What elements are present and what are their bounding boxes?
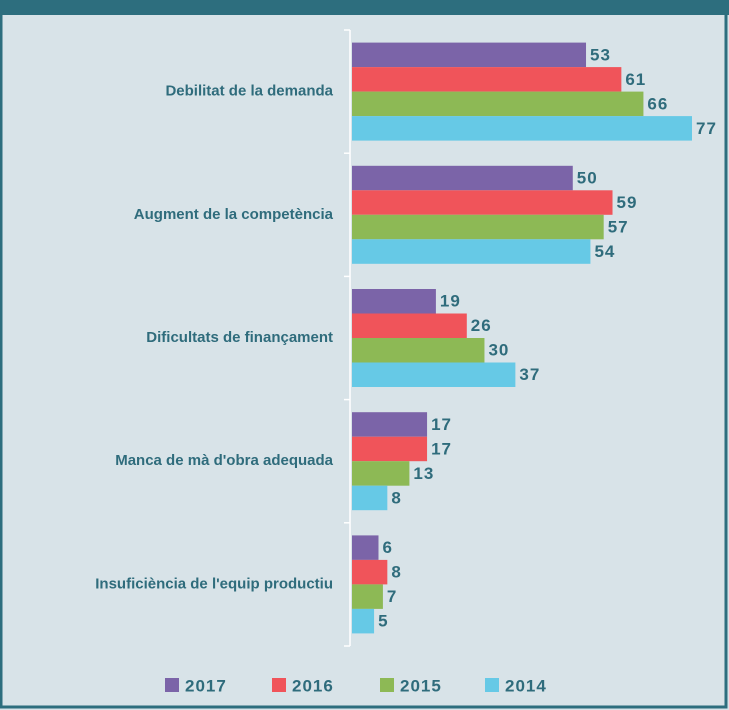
value-label: 61: [625, 70, 646, 89]
value-label: 8: [391, 488, 401, 507]
bar: [352, 535, 379, 560]
category-label: Insuficiència de l'equip productiu: [95, 575, 333, 592]
header-band: [0, 0, 729, 15]
bar: [352, 116, 692, 141]
legend-label: 2014: [505, 676, 547, 695]
bar: [352, 436, 428, 462]
bar: [352, 461, 410, 486]
bar: [352, 165, 573, 191]
bar: [352, 239, 591, 264]
bar: [352, 338, 485, 363]
value-label: 30: [488, 341, 509, 360]
bar: [352, 412, 428, 437]
value-label: 26: [471, 316, 492, 335]
category-label: Manca de mà d'obra adequada: [115, 452, 333, 469]
bar: [352, 362, 516, 387]
value-label: 13: [413, 464, 434, 483]
value-label: 57: [608, 218, 629, 237]
bar: [352, 289, 436, 314]
bar: [352, 214, 604, 240]
legend-swatch: [272, 678, 286, 692]
bar: [352, 485, 388, 511]
value-label: 6: [382, 538, 392, 557]
value-label: 66: [647, 94, 668, 113]
legend-label: 2016: [292, 676, 334, 695]
bar: [352, 313, 467, 338]
value-label: 7: [387, 587, 397, 606]
value-label: 77: [696, 119, 717, 138]
bar: [352, 42, 587, 68]
legend-label: 2017: [185, 676, 227, 695]
legend-swatch: [165, 678, 179, 692]
category-label: Debilitat de la demanda: [165, 83, 333, 100]
bar: [352, 584, 383, 609]
legend-swatch: [380, 678, 394, 692]
category-label: Dificultats de finançament: [146, 329, 333, 346]
bar: [352, 67, 622, 92]
value-label: 8: [391, 563, 401, 582]
legend-label: 2015: [400, 676, 442, 695]
value-label: 17: [431, 415, 452, 434]
bar: [352, 190, 613, 215]
value-label: 17: [431, 439, 452, 458]
value-label: 53: [590, 45, 611, 64]
bar: [352, 559, 388, 585]
value-label: 5: [378, 612, 388, 631]
value-label: 50: [577, 169, 598, 188]
category-label: Augment de la competència: [134, 206, 334, 223]
bar: [352, 608, 375, 634]
legend-swatch: [485, 678, 499, 692]
value-label: 19: [440, 292, 461, 311]
value-label: 59: [617, 193, 638, 212]
value-label: 37: [519, 365, 540, 384]
value-label: 54: [594, 242, 615, 261]
bar: [352, 91, 644, 117]
